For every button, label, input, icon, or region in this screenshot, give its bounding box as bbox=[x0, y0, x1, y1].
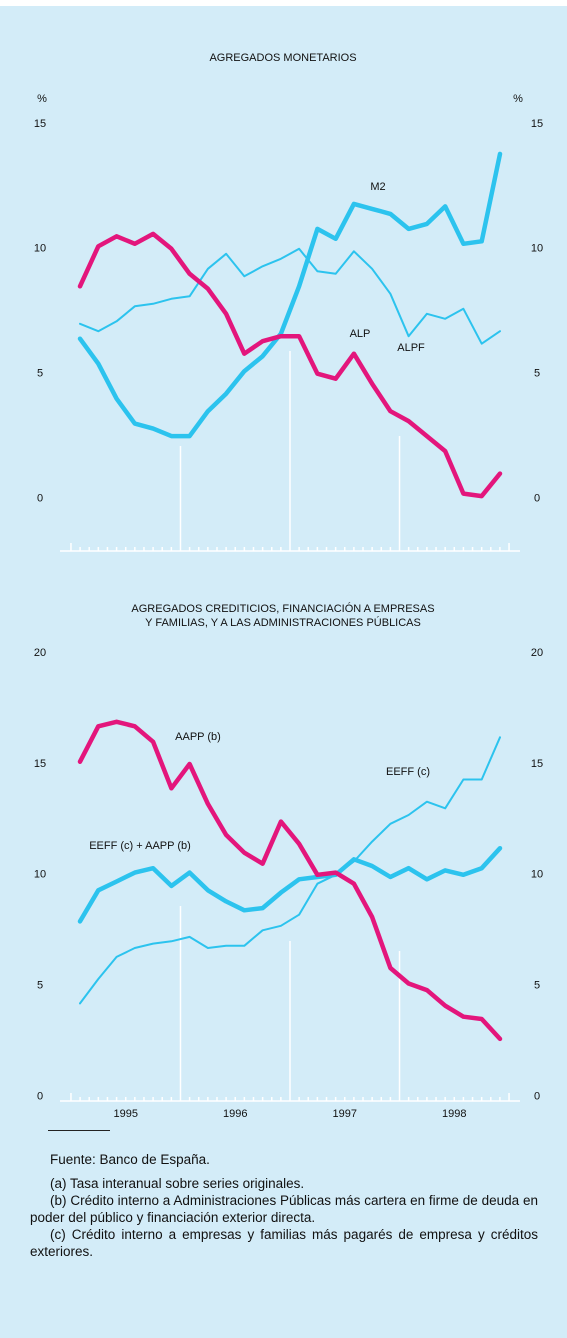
y2-tick-label: 20 bbox=[531, 647, 543, 659]
y2-axis-label: % bbox=[513, 93, 523, 105]
x-tick-label: 1995 bbox=[113, 1108, 137, 1120]
y-tick-label: 0 bbox=[37, 492, 43, 504]
y2-tick-label: 5 bbox=[534, 980, 540, 992]
series-label: ALPF bbox=[397, 342, 425, 354]
x-tick-label: 1998 bbox=[442, 1108, 466, 1120]
series-line bbox=[79, 736, 501, 1005]
series-line bbox=[79, 247, 501, 345]
series-label: EEFF (c) + AAPP (b) bbox=[89, 840, 191, 852]
series-line bbox=[77, 845, 503, 924]
source: Fuente: Banco de España. bbox=[50, 1152, 210, 1167]
chart-title: Y FAMILIAS, Y A LAS ADMINISTRACIONES PÚB… bbox=[145, 616, 421, 629]
series-label: AAPP (b) bbox=[175, 731, 221, 743]
series-label: ALP bbox=[350, 328, 371, 340]
series-line bbox=[77, 151, 503, 439]
y-axis-label: % bbox=[37, 93, 47, 105]
y-tick-label: 15 bbox=[34, 118, 46, 130]
y2-tick-label: 15 bbox=[531, 758, 543, 770]
y2-tick-label: 10 bbox=[531, 869, 543, 881]
y-tick-label: 15 bbox=[34, 758, 46, 770]
series-label: EEFF (c) bbox=[386, 766, 430, 778]
chart-title: AGREGADOS MONETARIOS bbox=[209, 52, 356, 64]
panel: AGREGADOS MONETARIOS%% 0 0 5 5 10 10 15 15 ALPF M2… bbox=[0, 6, 567, 1338]
footnotes: Fuente: Banco de España. (a) Tasa intera… bbox=[30, 1151, 538, 1267]
y2-tick-label: 0 bbox=[534, 492, 540, 504]
y-tick-label: 5 bbox=[37, 980, 43, 992]
y2-tick-label: 5 bbox=[534, 368, 540, 380]
note: (b) Crédito interno a Administraciones P… bbox=[30, 1193, 538, 1225]
footnote-rule bbox=[48, 1130, 110, 1131]
y-tick-label: 0 bbox=[37, 1090, 43, 1102]
chart-title: AGREGADOS CREDITICIOS, FINANCIACIÓN A EM… bbox=[131, 602, 434, 615]
y-tick-label: 5 bbox=[37, 368, 43, 380]
x-tick-label: 1997 bbox=[333, 1108, 357, 1120]
y-tick-label: 10 bbox=[34, 869, 46, 881]
y-tick-label: 10 bbox=[34, 243, 46, 255]
series-line bbox=[77, 719, 503, 1042]
y-tick-label: 20 bbox=[34, 647, 46, 659]
x-tick-label: 1996 bbox=[223, 1108, 247, 1120]
series-label: M2 bbox=[370, 181, 385, 193]
note: (a) Tasa interanual sobre series origina… bbox=[50, 1176, 305, 1191]
y2-tick-label: 10 bbox=[531, 243, 543, 255]
y2-tick-label: 0 bbox=[534, 1090, 540, 1102]
y2-tick-label: 15 bbox=[531, 118, 543, 130]
charts: AGREGADOS MONETARIOS% % 0 0 5 5 10 10 15 15 ALPF M2… bbox=[34, 52, 543, 1120]
series-line bbox=[77, 231, 503, 499]
note: (c) Crédito interno a empresas y familia… bbox=[30, 1227, 538, 1259]
